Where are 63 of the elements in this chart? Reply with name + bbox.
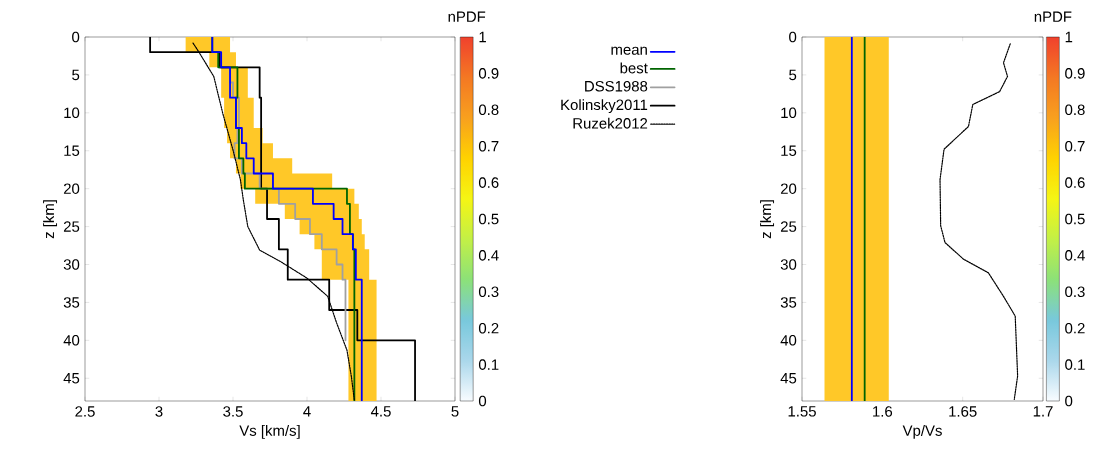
x-tick-label: 3.5 [223,406,243,417]
color-bar-label: 0.8 [1065,104,1085,116]
y-tick-label: 40 [63,335,80,346]
x-tick-label: 1.6 [873,406,893,417]
color-bar-label: 0.3 [478,286,499,298]
legend-label: mean [611,46,647,55]
color-bar-label: 0.4 [1065,250,1085,261]
y-tick-label: 5 [72,69,80,81]
color-bar-label: 0.5 [478,213,499,225]
x-tick-label: 2.5 [75,406,95,417]
x-axis-title: Vs [km/s] [239,424,300,439]
y-tick-label: 25 [63,221,80,232]
color-bar-label: 1 [479,31,486,43]
y-tick-label: 10 [64,107,80,119]
color-bar-label: 0.6 [478,177,499,188]
color-bar-label: 0 [478,395,487,407]
color-bar-label: 0.1 [478,359,499,370]
x-axis-title: Vp/Vs [902,424,942,439]
y-tick-label: 35 [780,297,797,308]
y-tick-label: 45 [780,373,797,384]
x-tick-label: 4 [303,406,311,417]
y-tick-label: 0 [72,31,80,43]
y-tick-label: 30 [780,259,797,270]
x-tick-label: 5 [451,406,459,417]
color-bar-label: 0.3 [1065,286,1085,298]
color-bar-label: 0.9 [478,68,499,79]
y-tick-label: 15 [64,145,80,156]
legend-label: best [620,62,648,74]
color-bar-label: 0.5 [1065,213,1085,225]
x-tick-label: 1.65 [949,406,977,417]
color-bar-label: 0.9 [1065,68,1085,79]
color-bar-label: 1 [1065,31,1073,43]
legend-label: DSS1988 [585,80,648,92]
y-tick-label: 20 [780,183,797,194]
y-tick-label: 25 [780,221,797,232]
y-axis-title: z [km] [43,200,58,239]
color-bar-label: 0.2 [1065,322,1085,334]
color-bar-label: 0.7 [478,140,499,152]
x-tick-label: 1.55 [788,406,816,417]
y-tick-label: 15 [781,145,797,156]
color-bar-label: 0 [1065,395,1073,407]
legend-label: Ruzek2012 [573,117,648,129]
color-bar-label: 0.2 [478,322,499,334]
color-bar-label: 0.1 [1065,359,1085,370]
y-tick-label: 45 [63,373,80,384]
y-tick-label: 35 [63,297,80,308]
y-tick-label: 0 [789,31,797,43]
y-tick-label: 10 [781,107,797,119]
y-tick-label: 40 [780,335,797,346]
y-tick-label: 20 [63,183,80,194]
color-bar-label: 0.6 [1065,177,1085,188]
color-bar-title: nPDF [1034,11,1072,22]
color-bar-label: 0.7 [1065,140,1085,152]
x-tick-label: 1.7 [1033,406,1053,417]
y-axis-title: z [km] [760,200,775,239]
y-tick-label: 30 [63,259,80,270]
color-bar-label: 0.4 [478,250,499,261]
x-tick-label: 4.5 [370,406,391,417]
legend-label: Kolinsky2011 [561,99,648,114]
y-tick-label: 5 [789,69,797,81]
color-bar-title: nPDF [448,11,486,22]
color-bar-label: 0.8 [478,104,499,116]
x-tick-label: 3 [155,406,163,417]
